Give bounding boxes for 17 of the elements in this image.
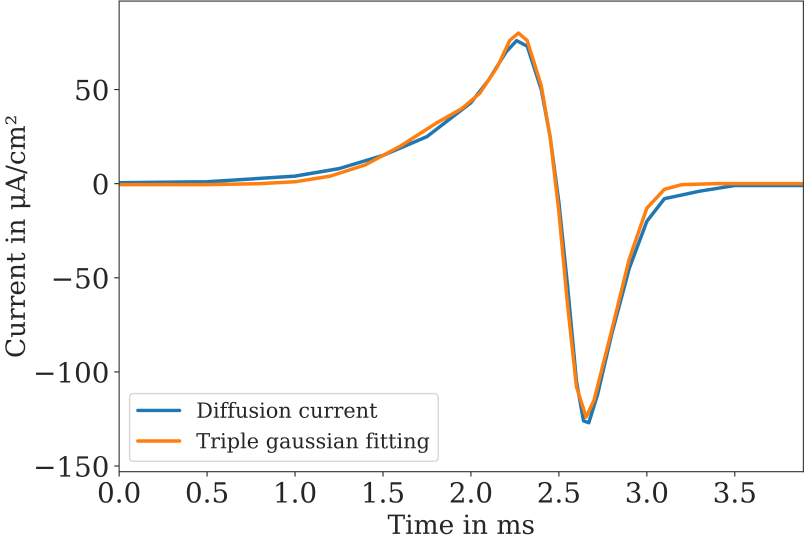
x-tick-label: 2.0: [450, 482, 492, 503]
legend-label: Diffusion current: [197, 402, 378, 418]
y-tick-label: 50: [76, 79, 108, 100]
x-tick-label: 0.5: [186, 482, 228, 503]
y-tick-label: −100: [36, 362, 108, 383]
y-tick-label: −150: [36, 456, 108, 477]
x-tick-label: 3.0: [626, 482, 668, 503]
x-tick-label: 2.5: [538, 482, 579, 503]
x-tick-label: 3.5: [714, 482, 755, 503]
x-tick-label: 0.0: [98, 482, 140, 503]
y-axis-title: Current in μA/cm²: [5, 116, 30, 357]
x-tick-label: 1.0: [276, 482, 316, 503]
y-tick-label: 0: [94, 174, 108, 195]
y-tick-label: −50: [54, 268, 108, 289]
x-tick-label: 1.5: [364, 482, 403, 503]
legend-label: Triple gaussian fitting: [196, 432, 430, 453]
x-axis-title: Time in ms: [388, 514, 534, 534]
